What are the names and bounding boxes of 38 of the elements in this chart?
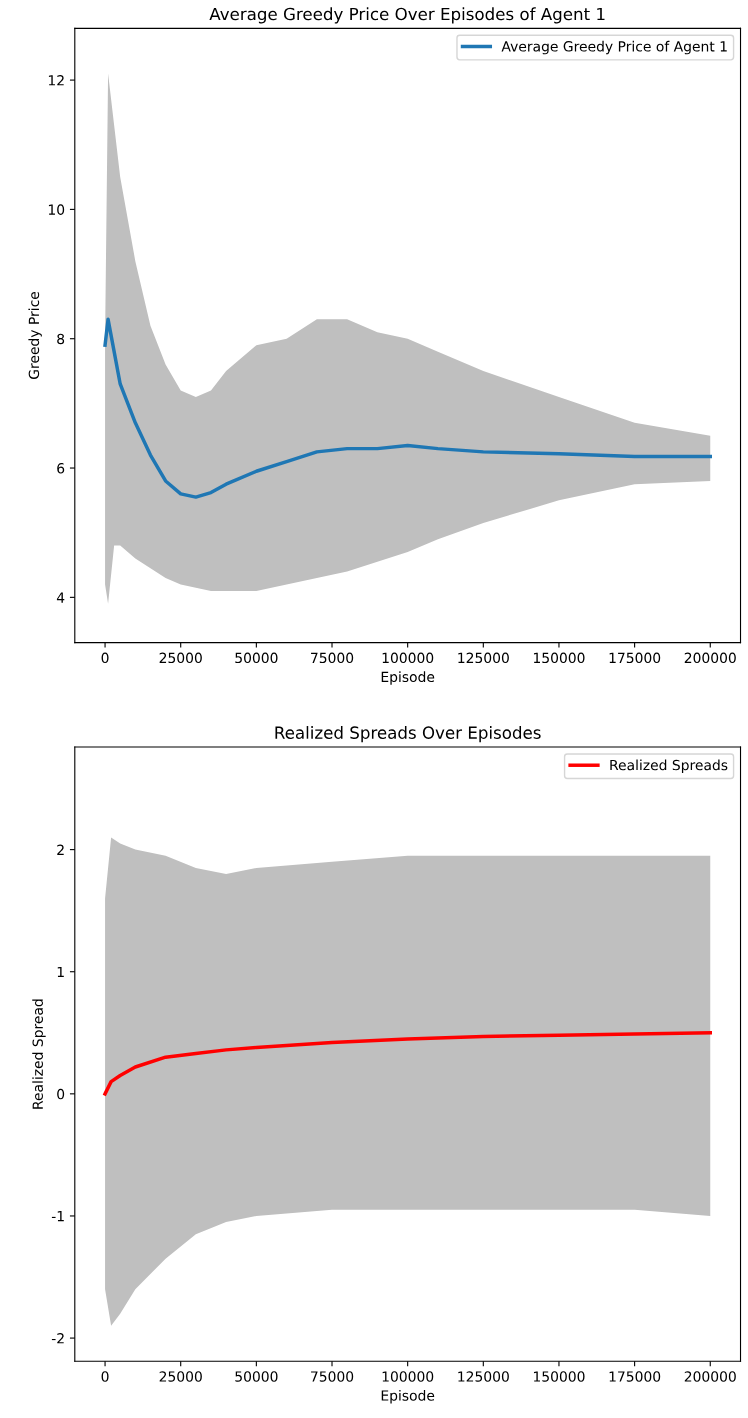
x-tick-label: 25000: [159, 652, 202, 664]
x-tick-label: 50000: [235, 1371, 278, 1382]
y-tick-label: 8: [57, 333, 65, 345]
y-tick-label: 12: [48, 75, 64, 86]
y-axis-title: Realized Spread: [32, 999, 46, 1109]
y-tick-label: 2: [57, 844, 64, 855]
x-tick-label: 0: [101, 652, 109, 664]
x-tick-label: 175000: [609, 652, 661, 664]
y-tick-label: 10: [48, 204, 65, 215]
x-tick-label: 175000: [609, 1371, 661, 1382]
y-tick-label: 4: [56, 592, 65, 603]
y-tick-label: -2: [51, 1333, 64, 1344]
chart-title: Average Greedy Price Over Episodes of Agent 1: [209, 7, 605, 24]
x-tick-label: 100000: [382, 652, 434, 664]
legend-label: Realized Spreads: [610, 759, 728, 773]
y-tick-label: 6: [57, 463, 65, 474]
x-tick-label: 125000: [458, 652, 509, 664]
x-axis-title: Episode: [381, 1390, 435, 1404]
line-series: [103, 1031, 712, 1096]
y-tick-label: 0: [57, 1088, 65, 1100]
x-tick-label: 25000: [159, 1371, 202, 1382]
x-tick-label: 75000: [311, 1371, 354, 1382]
line-series: [103, 317, 712, 499]
x-tick-label: 75000: [311, 652, 354, 664]
x-tick-label: 0: [101, 1371, 109, 1382]
y-tick-label: -1: [51, 1211, 64, 1222]
x-tick-label: 50000: [235, 652, 278, 664]
y-axis-title: Greedy Price: [28, 291, 42, 379]
y-tick-label: 1: [57, 966, 64, 977]
x-tick-label: 150000: [533, 1371, 585, 1382]
x-tick-label: 150000: [533, 652, 585, 664]
x-axis-title: Episode: [381, 671, 435, 685]
chart-title: Realized Spreads Over Episodes: [275, 726, 541, 743]
x-tick-label: 200000: [684, 1371, 736, 1382]
x-tick-label: 200000: [684, 652, 736, 664]
x-tick-label: 100000: [382, 1371, 434, 1382]
legend-label: Average Greedy Price of Agent 1: [501, 40, 727, 55]
x-tick-label: 125000: [458, 1371, 509, 1382]
